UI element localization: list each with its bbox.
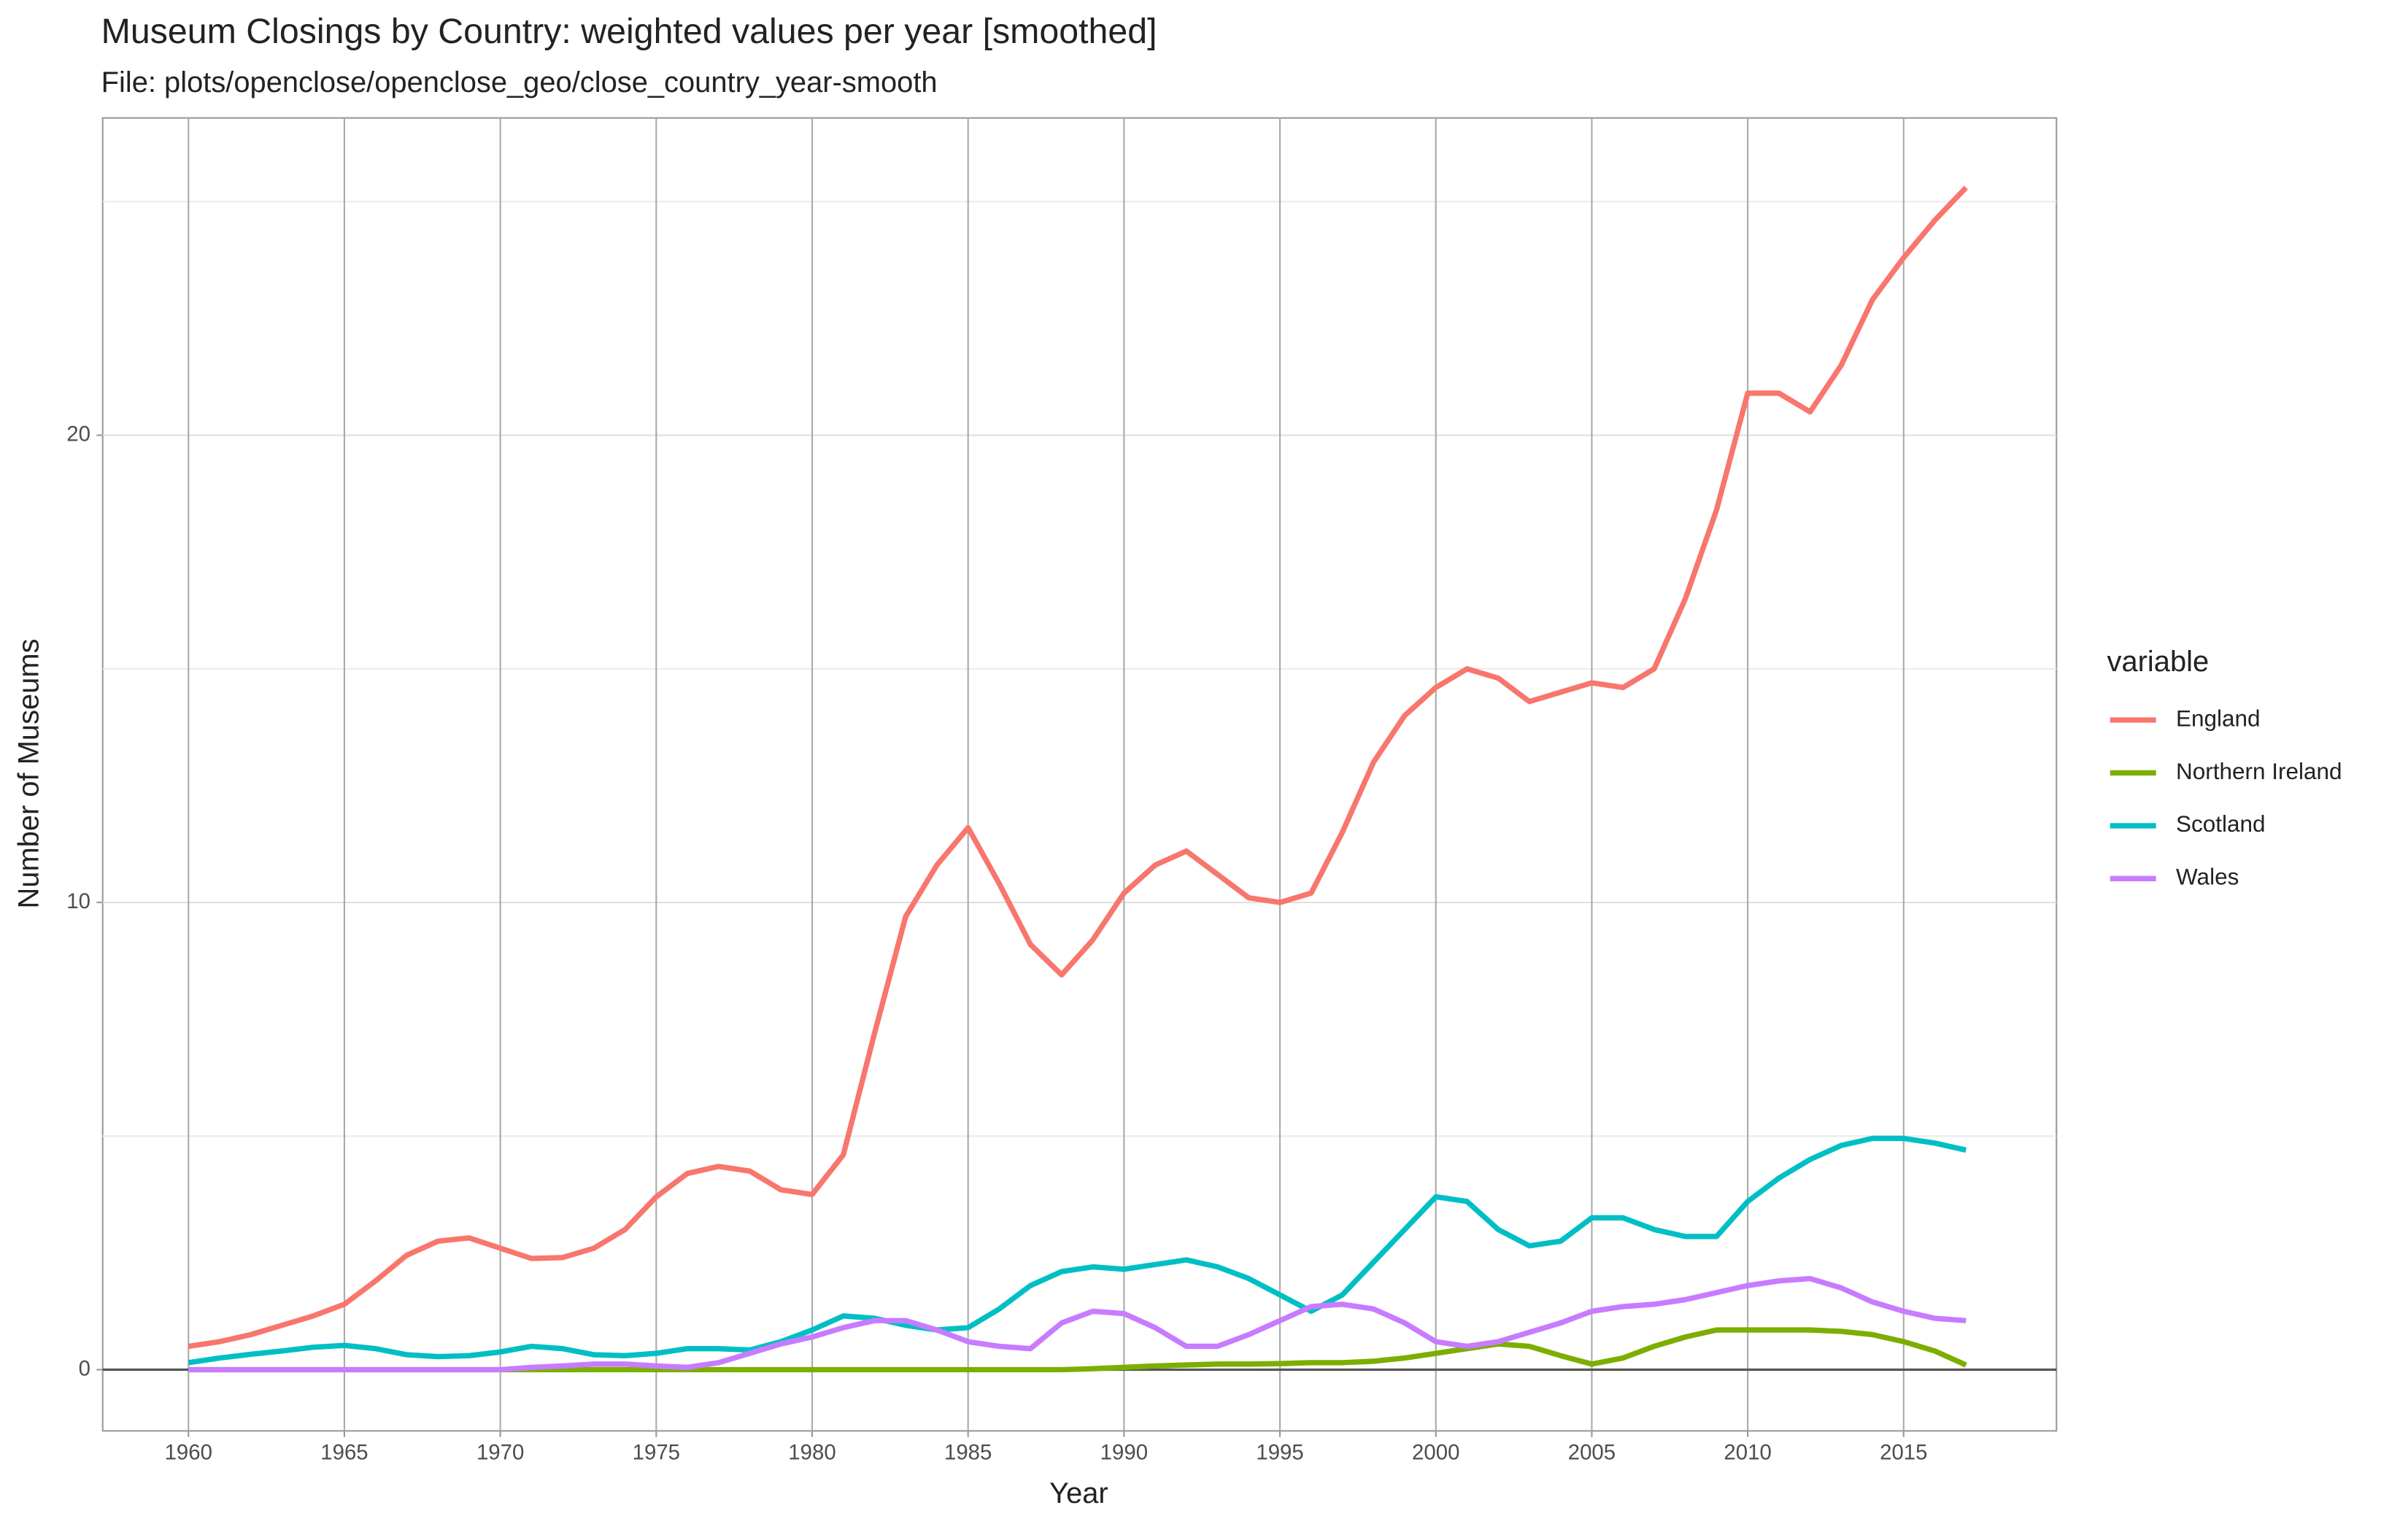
y-tick-label: 0 xyxy=(79,1356,90,1380)
plot-panel xyxy=(101,117,2058,1432)
legend-label: Scotland xyxy=(2176,811,2266,837)
x-tick-label: 2015 xyxy=(1880,1441,1927,1465)
series-line xyxy=(188,1135,1967,1366)
x-tick-label: 1975 xyxy=(633,1441,680,1465)
x-tick-label: 1985 xyxy=(944,1441,992,1465)
chart-title: Museum Closings by Country: weighted val… xyxy=(101,12,1157,51)
x-tick-label: 1990 xyxy=(1100,1441,1148,1465)
x-tick-label: 1965 xyxy=(320,1441,368,1465)
y-axis-label: Number of Museums xyxy=(13,638,45,908)
series-line xyxy=(188,1275,1967,1373)
x-tick-label: 1980 xyxy=(788,1441,836,1465)
legend-label: Wales xyxy=(2176,864,2239,890)
y-tick-label: 20 xyxy=(66,422,90,446)
x-tick-label: 1970 xyxy=(476,1441,524,1465)
x-axis-label: Year xyxy=(1049,1477,1108,1509)
legend-label: Northern Ireland xyxy=(2176,758,2342,784)
y-tick-label: 10 xyxy=(66,889,90,913)
x-tick-label: 1960 xyxy=(165,1441,212,1465)
x-tick-label: 2005 xyxy=(1568,1441,1616,1465)
legend-label: England xyxy=(2176,705,2261,731)
chart-subtitle: File: plots/openclose/openclose_geo/clos… xyxy=(101,66,938,98)
legend-title: variable xyxy=(2107,646,2210,678)
x-tick-label: 2000 xyxy=(1412,1441,1459,1465)
x-tick-label: 1995 xyxy=(1256,1441,1303,1465)
x-tick-label: 2010 xyxy=(1724,1441,1771,1465)
series-line xyxy=(188,185,1968,1350)
